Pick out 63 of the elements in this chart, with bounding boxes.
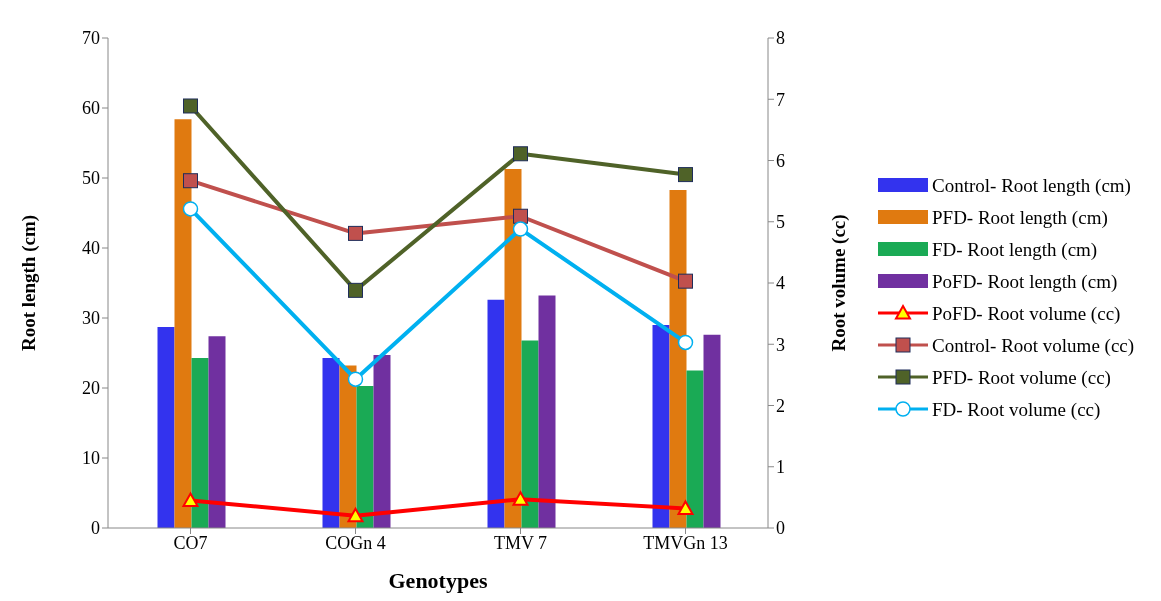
point xyxy=(512,221,529,237)
bar xyxy=(174,119,192,528)
legend-label: PoFD- Root volume (cc) xyxy=(932,303,1121,325)
y-tick-label: 50 xyxy=(82,168,100,189)
legend-label: FD- Root length (cm) xyxy=(932,239,1098,261)
point xyxy=(678,167,693,183)
bar xyxy=(521,340,539,528)
y2-tick-label: 0 xyxy=(776,518,785,539)
bar xyxy=(191,357,209,528)
x-tick-label: TMVGn 13 xyxy=(643,532,728,553)
bar xyxy=(157,327,175,528)
legend-label: Control- Root length (cm) xyxy=(932,175,1131,197)
x-axis-title: Genotypes xyxy=(388,568,488,593)
legend-label: Control- Root volume (cc) xyxy=(932,335,1135,357)
bar xyxy=(703,334,721,528)
bar xyxy=(669,189,687,528)
point xyxy=(347,507,364,523)
y-tick-label: 10 xyxy=(82,448,100,469)
bar xyxy=(373,355,391,528)
bar xyxy=(322,357,340,528)
point xyxy=(182,492,199,508)
point xyxy=(513,208,528,224)
point xyxy=(182,201,199,217)
point xyxy=(348,282,363,298)
y2-tick-label: 5 xyxy=(776,212,785,233)
bar xyxy=(487,299,505,528)
y2-tick-label: 8 xyxy=(776,28,785,49)
point xyxy=(348,225,363,241)
point xyxy=(677,334,694,351)
y-tick-label: 0 xyxy=(91,518,100,539)
bar xyxy=(356,385,374,528)
y-tick-label: 70 xyxy=(82,28,100,49)
point xyxy=(677,500,694,515)
bar xyxy=(504,168,522,528)
y2-axis-title: Root volume (cc) xyxy=(827,214,850,352)
point xyxy=(678,273,693,289)
y2-tick-label: 7 xyxy=(776,89,785,110)
y-tick-label: 60 xyxy=(82,98,100,119)
bar xyxy=(538,295,556,528)
x-tick-label: TMV 7 xyxy=(493,532,548,553)
legend-label: PFD- Root volume (cc) xyxy=(932,367,1111,389)
point xyxy=(183,98,198,114)
y-tick-label: 40 xyxy=(82,238,100,259)
legend-label: PoFD- Root length (cm) xyxy=(932,271,1118,293)
y-axis-title: Root length (cm) xyxy=(17,214,40,352)
point xyxy=(513,146,528,162)
x-tick-label: CO7 xyxy=(173,532,208,553)
y2-tick-label: 3 xyxy=(776,334,785,355)
y2-tick-label: 1 xyxy=(776,457,785,478)
point xyxy=(183,173,198,189)
legend-label: PFD- Root length (cm) xyxy=(932,207,1108,229)
bar xyxy=(686,370,704,528)
x-tick-label: COGn 4 xyxy=(325,532,386,553)
y2-tick-label: 6 xyxy=(776,150,785,171)
bar xyxy=(208,336,226,528)
y-tick-label: 20 xyxy=(82,378,100,399)
y2-tick-label: 2 xyxy=(776,395,785,416)
point xyxy=(512,491,529,506)
bar xyxy=(652,325,670,528)
y2-tick-label: 4 xyxy=(776,273,785,294)
point xyxy=(347,371,364,387)
y-tick-label: 30 xyxy=(82,308,100,329)
legend-label: FD- Root volume (cc) xyxy=(932,399,1101,421)
